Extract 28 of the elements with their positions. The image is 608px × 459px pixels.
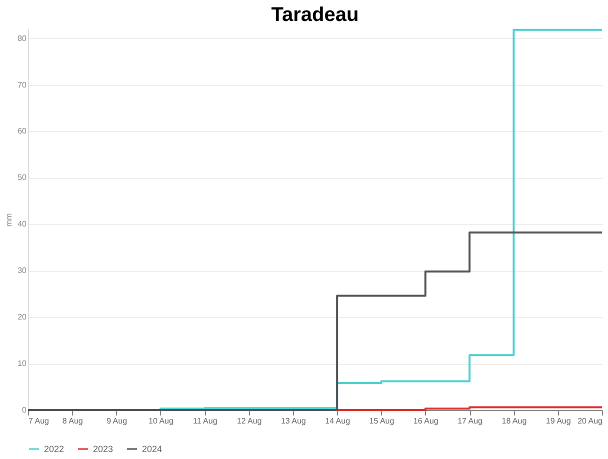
x-tick-label: 17 Aug bbox=[458, 416, 482, 426]
x-tick-label: 20 Aug bbox=[578, 416, 602, 426]
legend-label: 2024 bbox=[142, 444, 162, 454]
legend-label: 2023 bbox=[93, 444, 114, 454]
y-tick-label: 40 bbox=[18, 220, 28, 229]
x-tick-label: 18 Aug bbox=[502, 416, 527, 426]
x-tick-label: 9 Aug bbox=[106, 416, 128, 426]
x-tick-label: 16 Aug bbox=[413, 416, 438, 426]
y-tick-label: 30 bbox=[18, 266, 28, 276]
x-tick-label: 12 Aug bbox=[236, 416, 262, 426]
x-tick-label: 8 Aug bbox=[62, 416, 83, 426]
x-tick-label: 14 Aug bbox=[325, 416, 350, 426]
y-axis-title: mm bbox=[4, 213, 14, 227]
y-tick-label: 80 bbox=[18, 34, 28, 43]
x-tick-label: 13 Aug bbox=[280, 416, 306, 426]
y-tick-label: 10 bbox=[18, 359, 28, 368]
x-tick-label: 7 Aug bbox=[28, 416, 49, 426]
x-tick-label: 15 Aug bbox=[369, 416, 394, 426]
y-tick-label: 60 bbox=[18, 126, 28, 136]
y-tick-label: 70 bbox=[18, 80, 28, 90]
chart-title: Taradeau bbox=[271, 4, 359, 26]
y-tick-label: 50 bbox=[18, 173, 28, 182]
x-tick-label: 11 Aug bbox=[192, 416, 218, 426]
legend-label: 2022 bbox=[44, 444, 64, 454]
y-tick-label: 20 bbox=[18, 312, 28, 322]
x-tick-label: 10 Aug bbox=[148, 416, 174, 426]
x-tick-label: 19 Aug bbox=[546, 416, 571, 426]
y-tick-label: 0 bbox=[22, 406, 28, 414]
